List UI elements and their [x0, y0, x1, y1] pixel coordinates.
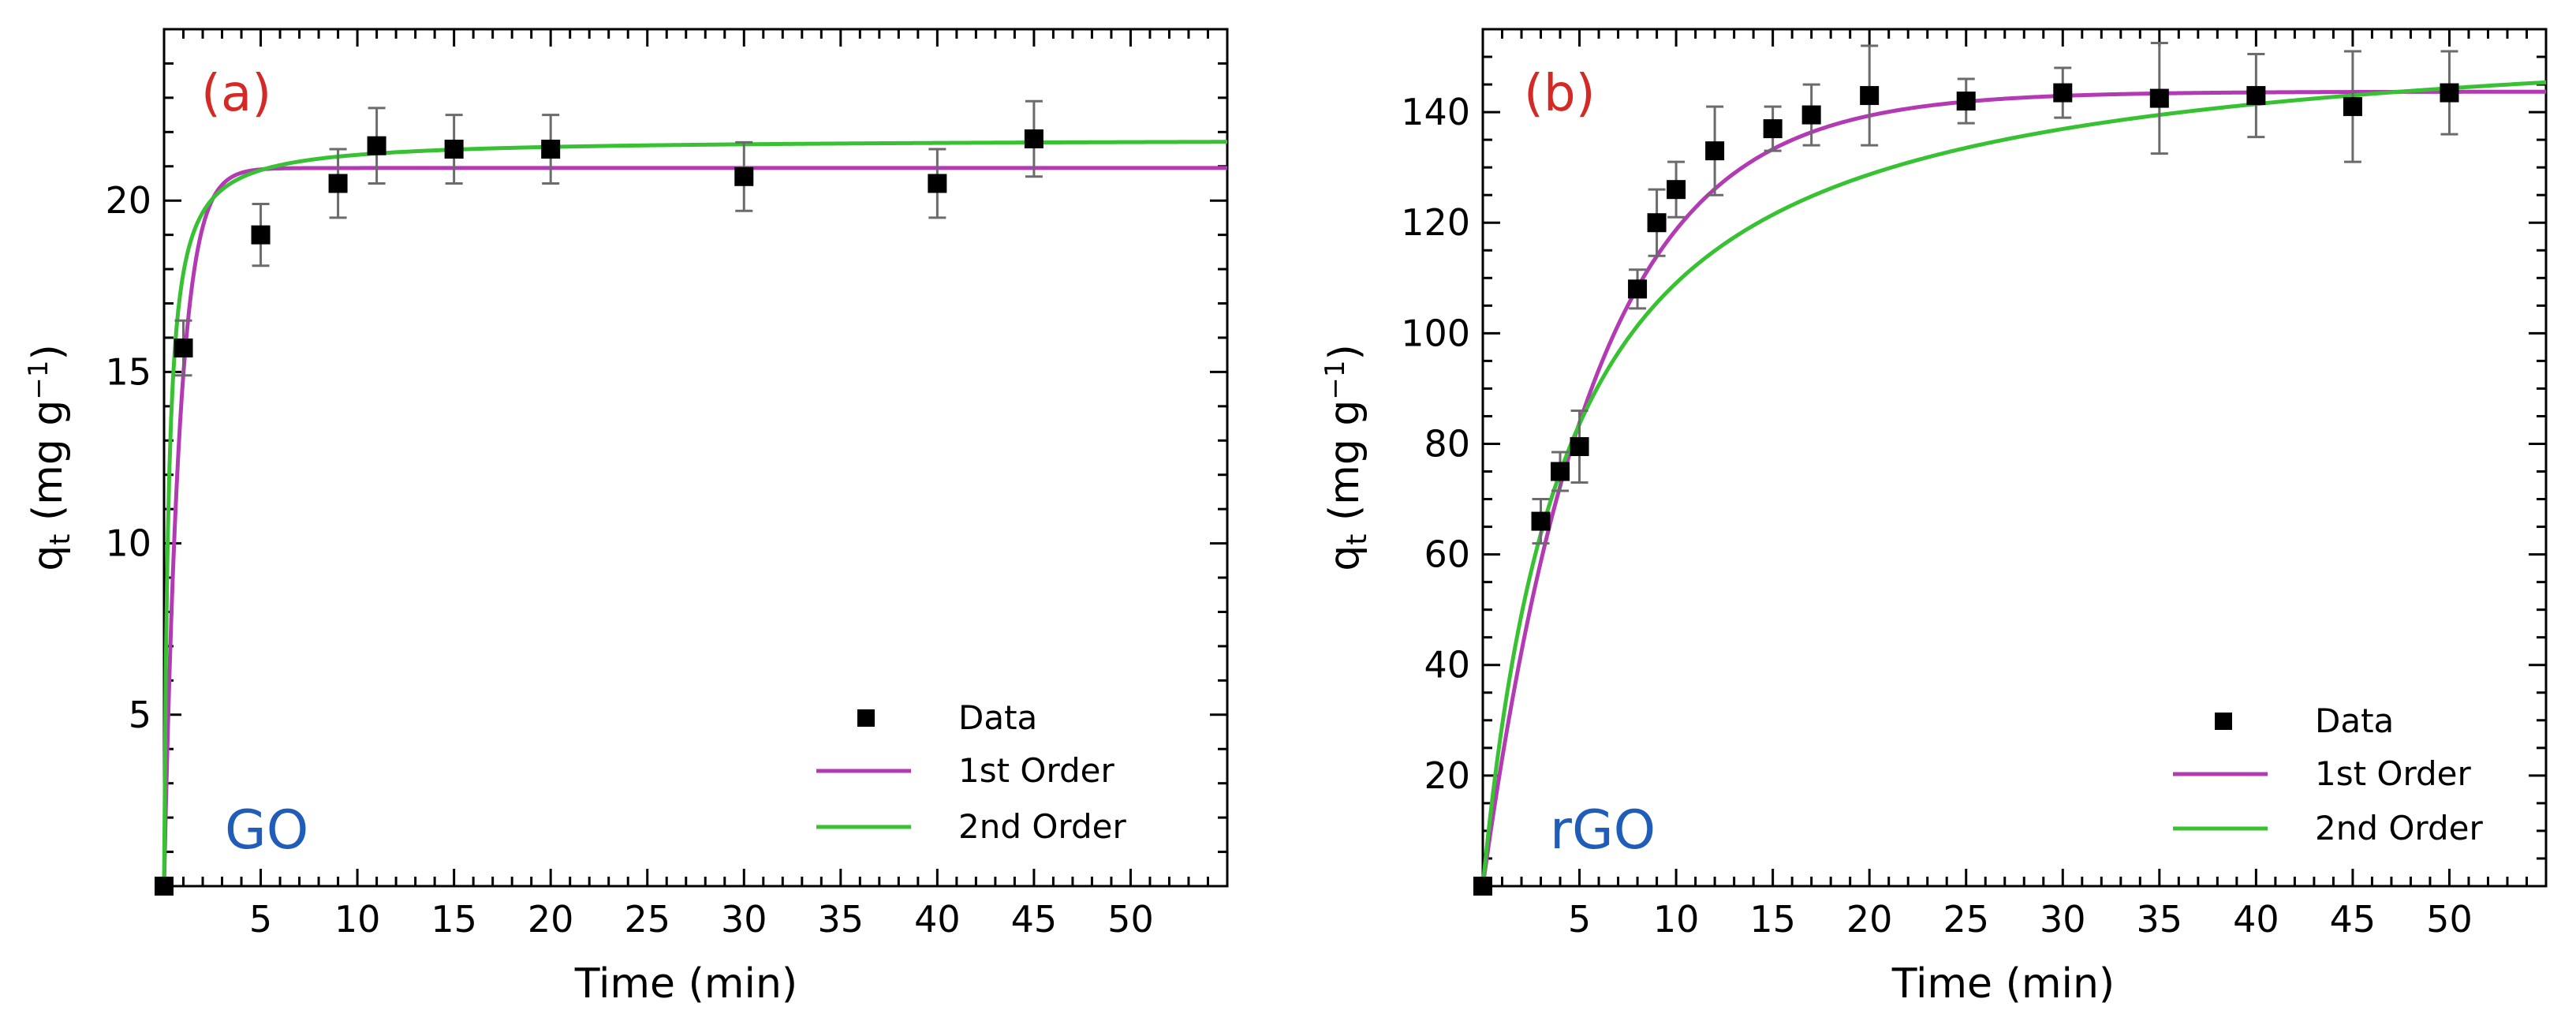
panel-a-data-point — [444, 140, 464, 159]
panel-a-data-point — [734, 166, 754, 186]
panel-b-plot-frame — [1481, 28, 2548, 888]
panel-b-y-axis-units: (mg g — [1321, 400, 1368, 534]
panel-b-x-axis-title: Time (min) — [1891, 960, 2115, 1008]
panel-a-x-tick-label: 20 — [528, 898, 574, 941]
panel-b-data-point — [1801, 105, 1821, 125]
panel-b-legend-data-marker — [2215, 713, 2232, 730]
panel-b-label: (b) — [1524, 65, 1596, 123]
panel-b-data-point — [2149, 88, 2169, 108]
panel-b-y-axis-q: q — [1321, 545, 1368, 571]
panel-b-y-tick-label: 100 — [1401, 312, 1470, 354]
panel-b-y-tick-label: 60 — [1424, 533, 1470, 576]
panel-a-plot-frame — [162, 28, 1229, 888]
panel-a-data-point — [1024, 129, 1043, 149]
panel-b-x-tick-label: 15 — [1749, 898, 1796, 941]
panel-b-curve-1st-order — [1480, 89, 2546, 887]
panel-b-data-point — [1860, 86, 1880, 106]
panel-b-curve-2nd-order — [1480, 80, 2547, 887]
panel-a: 5 10 15 20 25 30 35 40 45 50 5 10 15 20 (a) GO Time (… — [23, 28, 1229, 1008]
panel-a-data-point — [928, 174, 947, 193]
panel-a-x-tick-label: 10 — [334, 898, 381, 941]
panel-b-y-tick-label: 140 — [1401, 91, 1470, 133]
panel-b: 5 10 15 20 25 30 35 40 45 50 20 40 60 80 100 120 140 (b)… — [1320, 28, 2548, 1008]
panel-b-x-tick-label: 35 — [2137, 898, 2183, 941]
panel-a-data-point — [541, 140, 561, 159]
panel-a-legend-second-order-text: 2nd Order — [958, 807, 1126, 846]
panel-b-data-point — [1647, 213, 1667, 233]
panel-a-x-tick-label: 35 — [818, 898, 864, 941]
panel-a-data-point — [367, 136, 386, 155]
panel-a-y-axis-close: ) — [24, 344, 72, 360]
panel-a-data-point — [174, 338, 193, 357]
panel-a-x-tick-label: 45 — [1011, 898, 1058, 941]
panel-a-data-point — [328, 174, 348, 193]
panel-b-data-point — [1570, 436, 1589, 456]
panel-b-data-point — [1473, 877, 1492, 896]
panel-a-data-point — [155, 877, 174, 896]
panel-a-legend-data-text: Data — [958, 698, 1037, 737]
panel-a-legend: Data 1st Order 2nd Order — [816, 698, 1126, 846]
panel-b-data-point — [1628, 279, 1648, 299]
panel-b-data-point — [2343, 97, 2362, 117]
panel-a-x-tick-label: 5 — [249, 898, 272, 941]
panel-a-y-axis-units: (mg g — [24, 400, 72, 534]
panel-a-x-tick-label: 50 — [1107, 898, 1154, 941]
panel-b-x-tick-label: 5 — [1568, 898, 1591, 941]
panel-a-y-axis-title: qt (mg g−1) — [23, 344, 77, 571]
panel-b-x-tick-label: 50 — [2426, 898, 2473, 941]
panel-a-curve-2nd-order — [162, 140, 1228, 887]
panel-b-x-tick-label: 10 — [1653, 898, 1700, 941]
panel-b-x-tick-label: 20 — [1846, 898, 1893, 941]
panel-b-y-axis-superscript: −1 — [1320, 361, 1351, 400]
panel-b-y-tick-label: 120 — [1401, 201, 1470, 244]
panel-b-data-point — [1763, 119, 1783, 139]
panel-b-x-tick-label: 40 — [2233, 898, 2279, 941]
panel-b-y-axis-subscript: t — [1341, 534, 1373, 545]
panel-b-data-point — [1956, 92, 1976, 111]
panel-a-x-tick-label: 30 — [721, 898, 767, 941]
panel-b-x-tick-label: 25 — [1943, 898, 1989, 941]
panel-a-x-axis-title: Time (min) — [574, 960, 797, 1008]
panel-b-sample-label: rGO — [1550, 799, 1656, 862]
panel-b-data-point — [1705, 141, 1725, 161]
panel-a-data-point — [251, 225, 271, 245]
panel-a-y-axis-subscript: t — [44, 534, 77, 545]
panel-b-y-tick-label: 80 — [1424, 422, 1470, 465]
panel-a-sample-label: GO — [225, 799, 308, 862]
panel-a-legend-data-marker — [857, 709, 875, 727]
panel-a-x-tick-label: 25 — [624, 898, 670, 941]
panel-a-y-tick-label: 15 — [105, 350, 151, 393]
panel-a-legend-first-order-text: 1st Order — [958, 751, 1115, 790]
panel-a-y-tick-label: 20 — [105, 179, 151, 222]
panel-a-y-tick-label: 10 — [105, 522, 151, 565]
panel-b-y-axis-close: ) — [1321, 344, 1368, 360]
panel-b-y-tick-label: 20 — [1424, 754, 1470, 797]
panel-b-legend-first-order-text: 1st Order — [2315, 754, 2472, 793]
panel-b-data-point — [1531, 511, 1551, 531]
panel-b-data-point — [2440, 83, 2459, 103]
panel-b-data-point — [2246, 86, 2266, 106]
panel-b-legend: Data 1st Order 2nd Order — [2173, 701, 2483, 847]
panel-b-y-axis-title: qt (mg g−1) — [1320, 344, 1373, 571]
panel-a-y-tick-label: 5 — [129, 694, 151, 736]
panel-b-data-point — [1667, 180, 1686, 200]
panel-a-x-tick-label: 15 — [431, 898, 477, 941]
panel-b-data-point — [2053, 83, 2073, 103]
panel-b-x-tick-label: 45 — [2330, 898, 2376, 941]
panel-a-curve-1st-order — [162, 166, 1227, 887]
panel-b-data-point — [1551, 462, 1570, 481]
panel-a-x-tick-label: 40 — [914, 898, 961, 941]
panel-a-label: (a) — [201, 65, 271, 123]
panel-b-legend-second-order-text: 2nd Order — [2315, 809, 2483, 847]
panel-b-x-tick-label: 30 — [2040, 898, 2086, 941]
panel-b-y-tick-label: 40 — [1424, 644, 1470, 686]
panel-a-y-axis-superscript: −1 — [23, 361, 54, 400]
panel-a-y-axis-q: q — [24, 545, 72, 571]
panel-b-legend-data-text: Data — [2315, 701, 2394, 740]
